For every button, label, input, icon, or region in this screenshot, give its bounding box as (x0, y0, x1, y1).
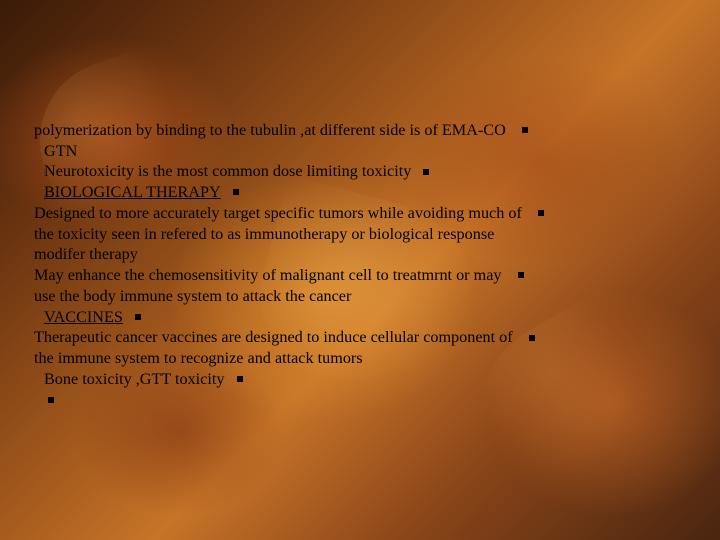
body-line: BIOLOGICAL THERAPY (30, 182, 690, 203)
text-run: Neurotoxicity is the most common dose li… (44, 162, 411, 180)
body-line (30, 390, 690, 411)
heading-text: VACCINES (44, 308, 123, 326)
bullet-icon (538, 210, 544, 216)
bullet-icon (48, 397, 54, 403)
bullet-icon (518, 272, 524, 278)
bullet-icon (135, 314, 141, 320)
body-line: VACCINES (30, 307, 690, 328)
text-run: Designed to more accurately target speci… (34, 204, 522, 222)
text-run: polymerization by binding to the tubulin… (34, 121, 506, 139)
body-line: Bone toxicity ,GTT toxicity (30, 369, 690, 390)
body-line: modifer therapy (30, 244, 690, 265)
body-line: May enhance the chemosensitivity of mali… (30, 265, 690, 286)
text-run: Therapeutic cancer vaccines are designed… (34, 328, 513, 346)
body-line: GTN (30, 141, 690, 162)
body-line: Neurotoxicity is the most common dose li… (30, 161, 690, 182)
slide-text-block: polymerization by binding to the tubulin… (0, 0, 720, 540)
body-line: Designed to more accurately target speci… (30, 203, 690, 224)
bullet-icon (529, 335, 535, 341)
text-run: the immune system to recognize and attac… (34, 349, 363, 367)
text-run: the toxicity seen in refered to as immun… (34, 225, 494, 243)
body-line: use the body immune system to attack the… (30, 286, 690, 307)
body-line: Therapeutic cancer vaccines are designed… (30, 327, 690, 348)
heading-text: BIOLOGICAL THERAPY (44, 183, 221, 201)
body-line: the toxicity seen in refered to as immun… (30, 224, 690, 245)
text-run: modifer therapy (34, 245, 138, 263)
bullet-icon (522, 127, 528, 133)
body-line: the immune system to recognize and attac… (30, 348, 690, 369)
text-run: Bone toxicity ,GTT toxicity (44, 370, 224, 388)
bullet-icon (233, 189, 239, 195)
bullet-icon (423, 169, 429, 175)
body-line: polymerization by binding to the tubulin… (30, 120, 690, 141)
bullet-icon (237, 376, 243, 382)
text-run: GTN (44, 142, 77, 160)
text-run: May enhance the chemosensitivity of mali… (34, 266, 502, 284)
text-run: use the body immune system to attack the… (34, 287, 351, 305)
